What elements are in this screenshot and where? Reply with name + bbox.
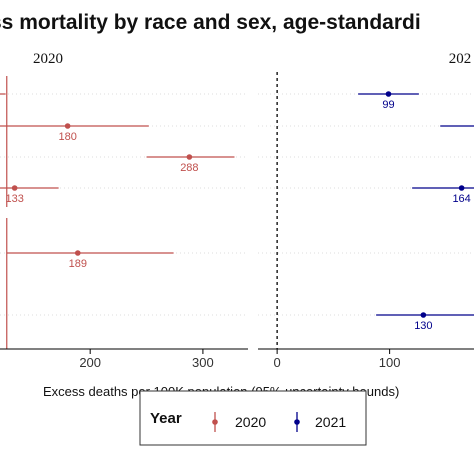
panel-2020: 180 288 133 189 200 300 [0,76,248,370]
legend: Year 2020 2021 [139,390,367,446]
data-point [420,312,427,318]
panel-2021: 99 164 130 0 100 [258,72,474,370]
facet-label-2020: 2020 [33,51,63,67]
x-tick-label: 200 [79,355,101,370]
data-label: 99 [382,99,394,111]
data-point [11,185,18,191]
data-label: 180 [58,131,76,143]
data-label: 189 [69,258,87,270]
data-label: 130 [414,320,432,332]
data-point [385,91,392,97]
data-point [186,154,193,160]
legend-box [139,390,367,446]
facet-label-2021: 202 [449,51,472,67]
legend-label-2020: 2020 [235,414,266,430]
legend-key-2020-point [212,419,218,425]
x-tick-label: 100 [379,355,401,370]
x-tick-label: 300 [192,355,214,370]
x-tick-label: 0 [274,355,281,370]
data-label: 164 [452,193,470,205]
legend-key-2021-point [294,419,300,425]
data-point [74,250,81,256]
data-point [458,185,465,191]
data-point [64,123,71,129]
legend-title: Year [150,410,182,427]
data-label: 133 [5,193,23,205]
chart-title: ss mortality by race and sex, age-standa… [0,11,421,34]
legend-label-2021: 2021 [315,414,346,430]
data-label: 288 [180,162,198,174]
